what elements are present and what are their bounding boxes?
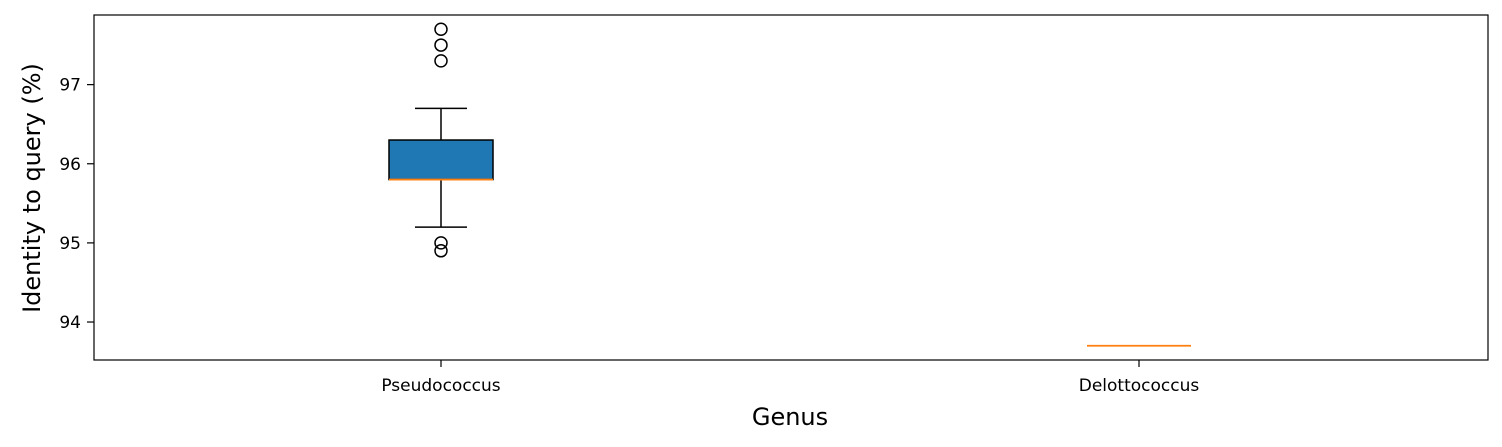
plot-marks xyxy=(388,22,1191,347)
y-axis-ticks: 94 95 96 97 xyxy=(59,76,94,333)
x-axis-ticks: Pseudococcus Delottococcus xyxy=(381,360,1199,396)
box-group-pseudococcus xyxy=(388,22,494,258)
box-iqr xyxy=(388,139,494,181)
outlier-point xyxy=(434,38,448,52)
y-tick-label: 95 xyxy=(59,234,81,254)
x-tick-label: Delottococcus xyxy=(1079,376,1200,396)
outlier-point xyxy=(434,54,448,68)
y-tick-label: 97 xyxy=(59,76,81,96)
plot-area-frame xyxy=(93,14,1489,361)
outlier-point xyxy=(434,22,448,36)
x-axis-label: Genus xyxy=(752,403,828,431)
outlier-point xyxy=(434,236,448,250)
x-tick-label: Pseudococcus xyxy=(381,376,500,396)
outlier-point xyxy=(434,244,448,258)
y-tick-label: 96 xyxy=(59,155,81,175)
y-tick-label: 94 xyxy=(59,313,81,333)
y-axis-label: Identity to query (%) xyxy=(18,63,46,313)
